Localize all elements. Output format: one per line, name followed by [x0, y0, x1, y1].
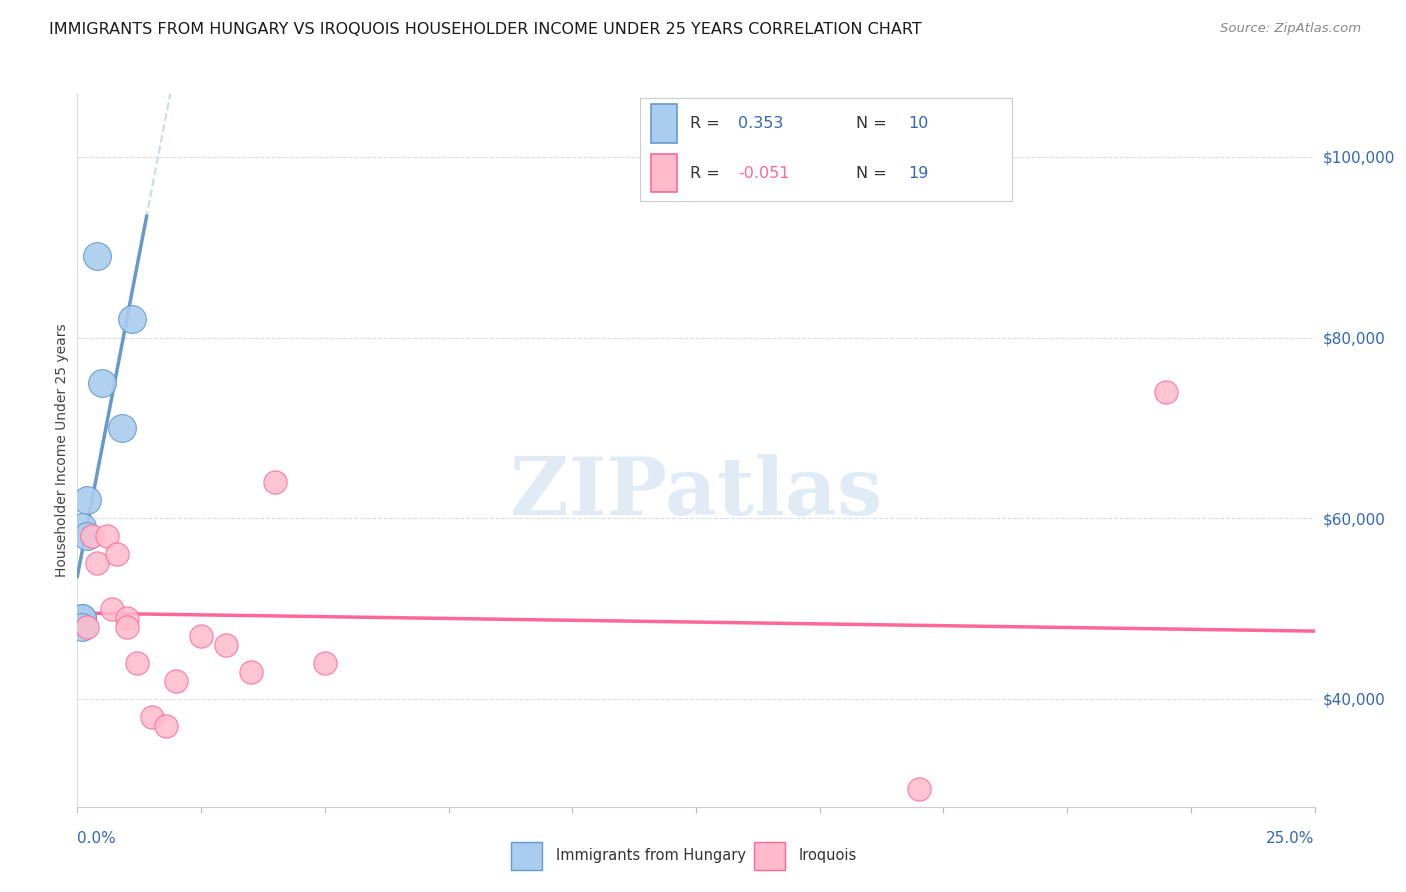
- Text: 25.0%: 25.0%: [1267, 831, 1315, 846]
- Point: [190, 629, 212, 643]
- Text: Iroquois: Iroquois: [799, 848, 856, 863]
- Point: [314, 656, 336, 670]
- Text: Immigrants from Hungary: Immigrants from Hungary: [555, 848, 745, 863]
- Text: 10: 10: [908, 116, 928, 131]
- Point: [215, 638, 238, 652]
- Point: [91, 376, 114, 390]
- Text: IMMIGRANTS FROM HUNGARY VS IROQUOIS HOUSEHOLDER INCOME UNDER 25 YEARS CORRELATIO: IMMIGRANTS FROM HUNGARY VS IROQUOIS HOUS…: [49, 22, 922, 37]
- Point: [96, 529, 118, 543]
- Text: Source: ZipAtlas.com: Source: ZipAtlas.com: [1220, 22, 1361, 36]
- Text: -0.051: -0.051: [738, 166, 790, 180]
- Text: R =: R =: [690, 116, 720, 131]
- Point: [86, 557, 108, 571]
- Point: [82, 529, 104, 543]
- Text: N =: N =: [856, 116, 887, 131]
- Point: [72, 619, 94, 633]
- Point: [125, 656, 148, 670]
- Point: [155, 719, 177, 733]
- Text: ZIPatlas: ZIPatlas: [510, 454, 882, 533]
- Point: [165, 673, 187, 688]
- Point: [101, 601, 124, 615]
- Point: [72, 520, 94, 534]
- Text: N =: N =: [856, 166, 887, 180]
- Y-axis label: Householder Income Under 25 years: Householder Income Under 25 years: [55, 324, 69, 577]
- Text: 0.0%: 0.0%: [77, 831, 117, 846]
- Point: [111, 421, 134, 435]
- Point: [121, 312, 143, 326]
- Point: [76, 493, 98, 508]
- FancyBboxPatch shape: [510, 842, 543, 870]
- FancyBboxPatch shape: [651, 104, 678, 144]
- FancyBboxPatch shape: [754, 842, 785, 870]
- Point: [105, 547, 128, 561]
- Text: 19: 19: [908, 166, 928, 180]
- Point: [115, 610, 138, 624]
- Point: [72, 610, 94, 624]
- FancyBboxPatch shape: [651, 153, 678, 193]
- Point: [1154, 384, 1177, 399]
- Text: 0.353: 0.353: [738, 116, 783, 131]
- Point: [115, 619, 138, 633]
- Point: [141, 710, 163, 724]
- Point: [907, 782, 929, 797]
- Point: [264, 475, 287, 489]
- Point: [72, 610, 94, 624]
- Point: [86, 249, 108, 263]
- Point: [76, 529, 98, 543]
- Text: R =: R =: [690, 166, 720, 180]
- Point: [239, 665, 262, 679]
- Point: [76, 619, 98, 633]
